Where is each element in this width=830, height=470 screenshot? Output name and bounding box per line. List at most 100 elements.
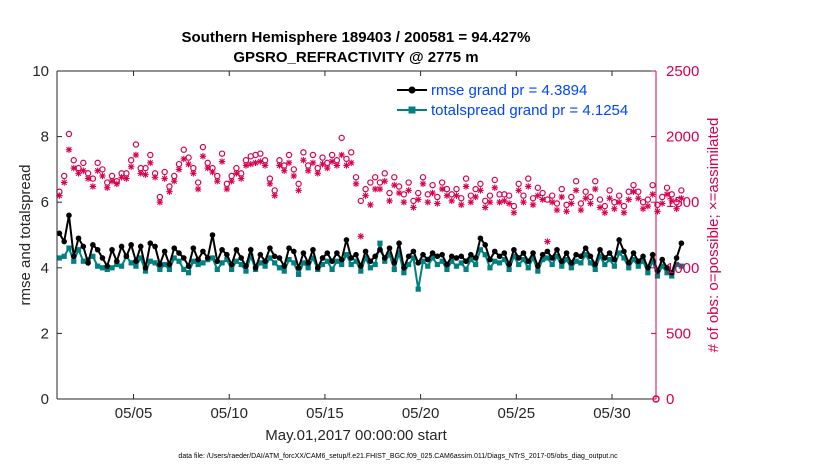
obs-assimilated-point	[434, 200, 441, 207]
obs-assimilated-point	[639, 205, 647, 212]
obs-possible-point	[472, 185, 479, 193]
obs-possible-point	[548, 192, 556, 199]
y-tick-label-left: 8	[41, 129, 49, 146]
totalspread-point	[95, 263, 101, 269]
obs-possible-point	[257, 150, 264, 157]
obs-assimilated-point	[357, 233, 365, 240]
obs-assimilated-stroke	[142, 171, 149, 178]
obs-assimilated-stroke	[343, 162, 350, 169]
axis-ticks: 05/05 05/10 05/15 05/20 05/25 05/30 0 2 4 6 8 10 0 50…	[32, 63, 699, 422]
obs-assimilated-stroke	[66, 146, 72, 153]
obs-possible-point	[70, 157, 77, 164]
obs-assimilated-point	[257, 158, 264, 165]
obs-assimilated-point	[534, 192, 542, 199]
rmse-point	[640, 253, 646, 260]
totalspread-point	[458, 260, 464, 266]
obs-assimilated-stroke	[219, 158, 225, 165]
legend-spread-label: totalspread grand pr = 4.1254	[431, 102, 628, 119]
rmse-point	[463, 258, 469, 265]
x-tick-label: 05/20	[402, 405, 440, 422]
obs-possible-point	[639, 198, 647, 206]
obs-assimilated-point	[309, 159, 317, 167]
obs-assimilated-point	[620, 209, 628, 216]
obs-possible-point	[357, 197, 365, 205]
obs-assimilated-point	[70, 164, 77, 172]
obs-assimilated-stroke	[94, 167, 101, 174]
rmse-point	[180, 255, 187, 261]
obs-assimilated-stroke	[678, 195, 685, 202]
totalspread-point	[128, 260, 134, 266]
x-tick-label: 05/05	[115, 405, 153, 422]
rmse-point	[491, 248, 498, 255]
obs-possible-point	[290, 166, 298, 173]
obs-assimilated-point	[419, 180, 427, 188]
obs-assimilated-stroke	[468, 199, 474, 205]
totalspread-point	[358, 268, 364, 274]
obs-assimilated-point	[462, 183, 470, 190]
obs-assimilated-point	[577, 206, 585, 214]
obs-assimilated-point	[525, 183, 532, 190]
obs-assimilated-point	[410, 204, 417, 211]
totalspread-point	[635, 263, 641, 269]
obs-possible-point	[558, 185, 565, 193]
rmse-point	[66, 212, 72, 219]
rmse-point	[85, 260, 91, 266]
obs-possible-point	[515, 180, 522, 188]
obs-assimilated-stroke	[448, 198, 455, 204]
obs-assimilated-point	[529, 201, 537, 209]
rmse-point	[501, 250, 508, 256]
obs-assimilated-point	[596, 204, 604, 211]
totalspread-point	[310, 255, 316, 261]
rmse-point	[472, 255, 479, 261]
totalspread-point	[262, 263, 268, 269]
totalspread-point	[549, 261, 555, 268]
rmse-point	[573, 251, 579, 258]
obs-possible-point	[529, 195, 537, 202]
y-tick-label-right: 1000	[666, 260, 699, 277]
rmse-point	[635, 258, 642, 265]
obs-assimilated-stroke	[515, 187, 522, 194]
totalspread-point	[664, 270, 670, 276]
obs-assimilated-stroke	[324, 165, 331, 171]
totalspread-point	[109, 265, 115, 271]
obs-assimilated-point	[333, 162, 341, 169]
rmse-point	[252, 265, 259, 271]
rmse-point	[549, 255, 555, 261]
obs-assimilated-stroke	[358, 233, 364, 240]
obs-possible-point	[410, 197, 417, 205]
obs-assimilated-stroke	[367, 202, 374, 208]
obs-assimilated-stroke	[85, 175, 91, 182]
totalspread-point	[468, 257, 474, 263]
obs-assimilated-point	[65, 146, 73, 153]
obs-assimilated-stroke	[444, 192, 450, 199]
obs-possible-point	[572, 178, 580, 185]
totalspread-point	[473, 261, 479, 268]
totalspread-point	[645, 270, 651, 276]
obs-assimilated-stroke	[180, 156, 187, 162]
obs-assimilated-point	[678, 195, 685, 202]
rmse-point	[276, 255, 283, 261]
obs-assimilated-point	[343, 162, 350, 169]
obs-assimilated-point	[496, 199, 503, 206]
legend-rmse-marker	[408, 86, 416, 94]
obs-possible-point	[180, 146, 187, 153]
totalspread-point	[463, 266, 469, 273]
rmse-point	[324, 250, 331, 256]
obs-assimilated-point	[123, 175, 130, 182]
rmse-point	[554, 246, 560, 253]
obs-possible-point	[99, 166, 106, 173]
obs-possible-point	[592, 178, 599, 185]
obs-assimilated-point	[314, 170, 321, 177]
totalspread-point	[56, 255, 62, 261]
rmse-point	[329, 258, 335, 265]
obs-assimilated-stroke	[630, 188, 637, 195]
rmse-point	[247, 246, 254, 253]
obs-assimilated-stroke	[300, 157, 307, 164]
obs-assimilated-stroke	[424, 199, 431, 205]
rmse-point	[94, 246, 101, 253]
totalspread-point	[611, 263, 617, 269]
obs-possible-point	[94, 159, 101, 167]
obs-assimilated-stroke	[171, 178, 178, 184]
obs-possible-point	[424, 191, 431, 198]
obs-assimilated-stroke	[147, 160, 154, 166]
